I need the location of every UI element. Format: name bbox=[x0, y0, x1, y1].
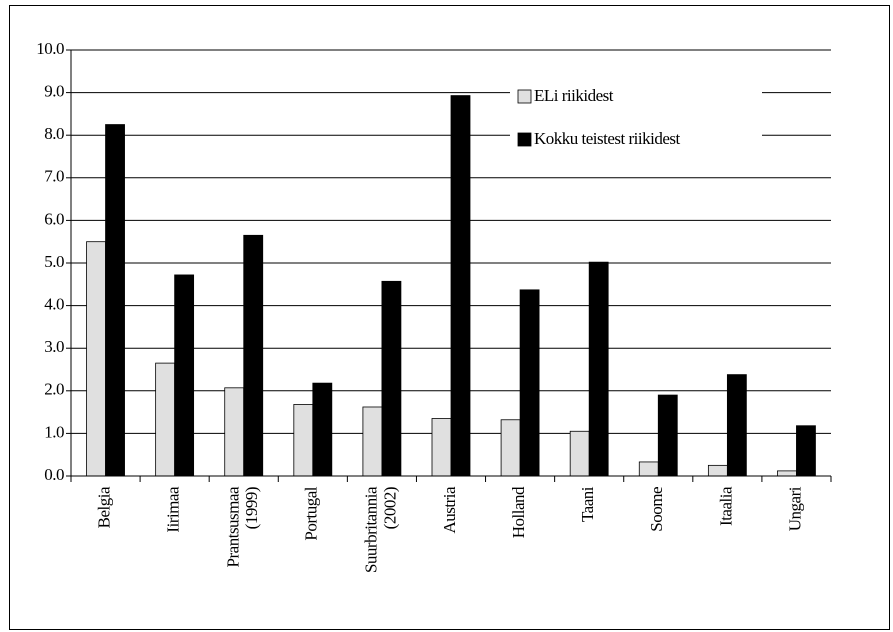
y-tick-label: 9.0 bbox=[44, 82, 64, 101]
y-tick-label: 1.0 bbox=[44, 422, 64, 441]
bar bbox=[777, 470, 797, 477]
bar bbox=[707, 464, 728, 477]
x-tick-label: Holland bbox=[509, 486, 528, 538]
bar bbox=[86, 241, 106, 477]
legend-swatch bbox=[517, 89, 532, 104]
bar bbox=[174, 274, 195, 477]
bar bbox=[224, 387, 245, 477]
y-tick-label: 10.0 bbox=[36, 39, 64, 58]
y-tick-label: 6.0 bbox=[44, 209, 64, 228]
bar bbox=[500, 419, 521, 477]
bar bbox=[362, 406, 383, 477]
y-tick-label: 7.0 bbox=[44, 167, 64, 186]
bar bbox=[569, 430, 590, 477]
y-tick-label: 2.0 bbox=[44, 380, 64, 399]
bar bbox=[657, 394, 678, 477]
x-tick-label: Austria bbox=[440, 486, 459, 534]
legend-label: ELi riikidest bbox=[534, 86, 614, 105]
bar bbox=[312, 382, 333, 477]
bar bbox=[519, 289, 540, 477]
bar bbox=[638, 461, 659, 477]
y-tick-label: 0.0 bbox=[44, 465, 64, 484]
x-tick-label: Iirimaa bbox=[164, 486, 183, 533]
x-tick-label: Itaalia bbox=[716, 486, 735, 526]
bar bbox=[431, 418, 452, 477]
y-tick-label: 3.0 bbox=[44, 337, 64, 356]
legend-label: Kokku teistest riikidest bbox=[534, 129, 680, 148]
bar bbox=[155, 362, 176, 477]
y-tick-label: 4.0 bbox=[44, 295, 64, 314]
y-tick-label: 8.0 bbox=[44, 124, 64, 143]
bar bbox=[293, 404, 314, 477]
x-tick-label: Belgia bbox=[94, 486, 113, 528]
x-tick-label: Prantsusmaa(1999) bbox=[223, 486, 261, 567]
x-tick-label: Ungari bbox=[785, 486, 804, 531]
bar bbox=[588, 261, 609, 477]
x-tick-label: Taani bbox=[578, 486, 597, 522]
x-tick-label: Suurbritannia(2002) bbox=[361, 486, 399, 573]
bar bbox=[381, 280, 402, 477]
x-tick-label: Soome bbox=[647, 487, 666, 532]
bar bbox=[796, 425, 816, 477]
legend-swatch bbox=[517, 132, 532, 147]
bar bbox=[243, 234, 264, 477]
bar bbox=[105, 124, 125, 477]
x-tick-label: Portugal bbox=[302, 486, 321, 540]
y-tick-label: 5.0 bbox=[44, 252, 64, 271]
bar bbox=[450, 95, 471, 477]
legend-box bbox=[510, 68, 762, 160]
bar bbox=[726, 374, 747, 477]
